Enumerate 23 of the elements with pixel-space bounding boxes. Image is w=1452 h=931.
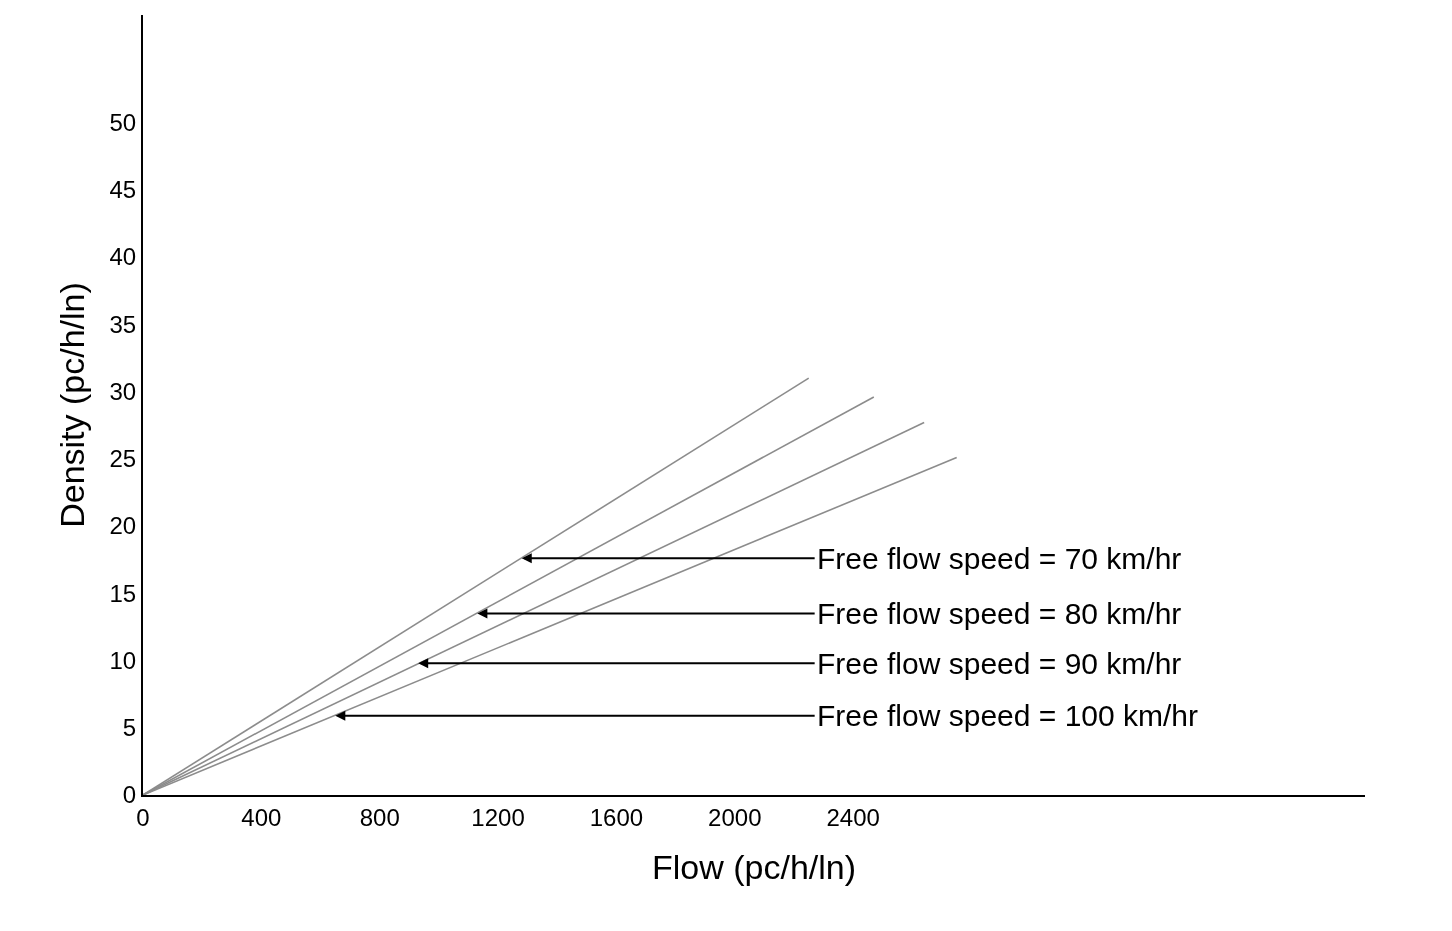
y-tick-label: 35 (109, 310, 137, 338)
x-tick-label: 400 (241, 803, 282, 831)
annotation: Free flow speed = 100 km/hr (817, 699, 1199, 732)
y-tick-label: 25 (109, 445, 137, 473)
y-tick-label: 50 (109, 108, 137, 136)
y-tick-label: 5 (122, 714, 137, 742)
x-tick-label: 1600 (589, 803, 644, 831)
annotation: Free flow speed = 80 km/hr (817, 597, 1182, 630)
y-tick-label: 15 (109, 579, 137, 607)
y-axis-title: Density (pc/h/ln) (52, 282, 91, 528)
y-tick-label: 0 (122, 781, 137, 809)
x-axis-title: Flow (pc/h/ln) (651, 847, 857, 886)
y-tick-label: 40 (109, 243, 137, 271)
y-tick-label: 30 (109, 377, 137, 405)
x-tick-label: 1200 (471, 803, 525, 831)
y-tick-label: 10 (109, 646, 137, 674)
x-tick-label: 2400 (826, 803, 880, 831)
y-tick-label: 20 (109, 512, 137, 540)
annotation: Free flow speed = 70 km/hr (817, 542, 1182, 575)
x-tick-label: 2000 (708, 803, 762, 831)
annotation: Free flow speed = 90 km/hr (817, 647, 1182, 680)
y-tick-label: 45 (109, 176, 137, 204)
x-tick-label: 800 (359, 803, 400, 831)
